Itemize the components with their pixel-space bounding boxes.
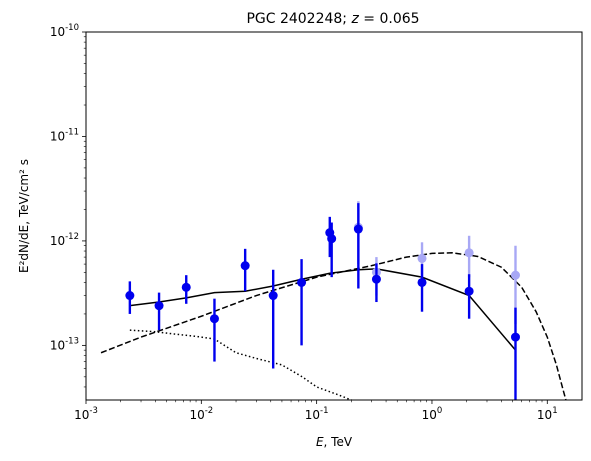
data-point: [209, 314, 219, 324]
x-axis-label: E, TeV: [316, 435, 353, 449]
y-tick-label: 10-11: [50, 127, 79, 143]
y-tick-label: 10-12: [50, 232, 79, 248]
series-solid-line: [129, 268, 517, 351]
data-point: [268, 291, 278, 301]
x-tick-label: 100: [422, 406, 443, 422]
data-point: [353, 224, 363, 234]
data-point-faded: [464, 248, 474, 258]
data-point: [371, 274, 381, 284]
data-point: [417, 277, 427, 287]
data-point-faded: [417, 253, 427, 263]
data-point: [181, 282, 191, 292]
x-tick-label: 10-2: [189, 406, 213, 422]
data-point: [240, 261, 250, 271]
plot-frame: [85, 31, 583, 401]
series-dashed-line: [100, 252, 567, 400]
data-point: [327, 234, 337, 244]
data-point: [125, 291, 135, 301]
chart-title: PGC 2402248; z = 0.065: [246, 11, 419, 27]
y-tick-label: 10-13: [50, 336, 79, 352]
axis-ticks: 10-3 10-2 10-1 100 101 10-13 10-12 10-11 10-10: [50, 23, 558, 422]
data-point: [154, 301, 164, 311]
x-tick-label: 10-3: [74, 406, 98, 422]
plot-area: [100, 201, 567, 400]
x-tick-label: 10-1: [305, 406, 329, 422]
series-dotted-line: [129, 329, 352, 400]
y-tick-label: 10-10: [50, 23, 79, 39]
data-point: [510, 332, 520, 342]
y-axis-label: E²dN/dE, TeV/cm² s: [17, 159, 31, 273]
x-tick-label: 101: [537, 406, 558, 422]
data-point: [297, 277, 307, 287]
data-point-faded: [510, 270, 520, 280]
data-point: [464, 286, 474, 296]
